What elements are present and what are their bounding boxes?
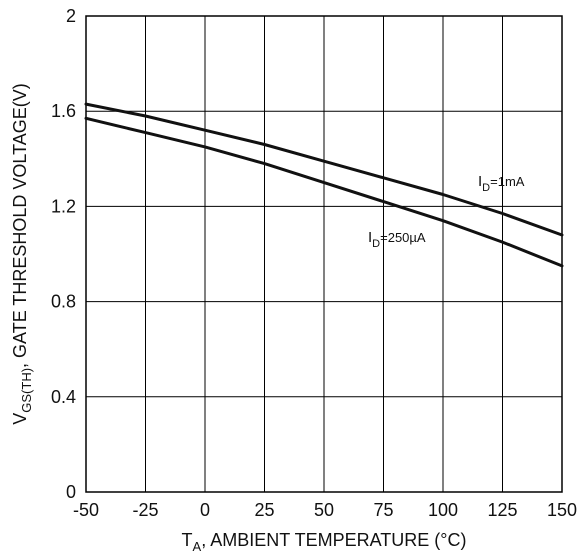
x-tick-label: -50: [73, 500, 99, 520]
y-tick-labels: 0 0.4 0.8 1.2 1.6 2: [51, 6, 76, 502]
series-label-250ua: ID=250µA: [368, 229, 426, 250]
y-tick-label: 1.2: [51, 196, 76, 216]
series-line-0: [84, 102, 564, 237]
y-tick-label: 1.6: [51, 101, 76, 121]
y-tick-label: 0: [66, 482, 76, 502]
x-tick-label: 125: [487, 500, 517, 520]
x-tick-label: 75: [373, 500, 393, 520]
y-tick-label: 0.4: [51, 387, 76, 407]
x-tick-label: 100: [428, 500, 458, 520]
x-tick-label: 0: [200, 500, 210, 520]
grid: [85, 15, 563, 493]
x-tick-label: 150: [547, 500, 577, 520]
x-tick-labels: -50 -25 0 25 50 75 100 125 150: [73, 500, 577, 520]
x-tick-label: 50: [314, 500, 334, 520]
y-axis-title: VGS(TH), GATE THRESHOLD VOLTAGE(V): [10, 83, 34, 425]
y-tick-label: 2: [66, 6, 76, 26]
y-tick-label: 0.8: [51, 292, 76, 312]
series-line-1: [84, 116, 564, 268]
x-tick-label: 25: [254, 500, 274, 520]
series-label-1ma: ID=1mA: [478, 173, 525, 194]
x-tick-label: -25: [132, 500, 158, 520]
x-axis-title: TA, AMBIENT TEMPERATURE (°C): [182, 530, 467, 554]
plot-frame: [85, 15, 563, 493]
series-layer: [84, 102, 564, 268]
